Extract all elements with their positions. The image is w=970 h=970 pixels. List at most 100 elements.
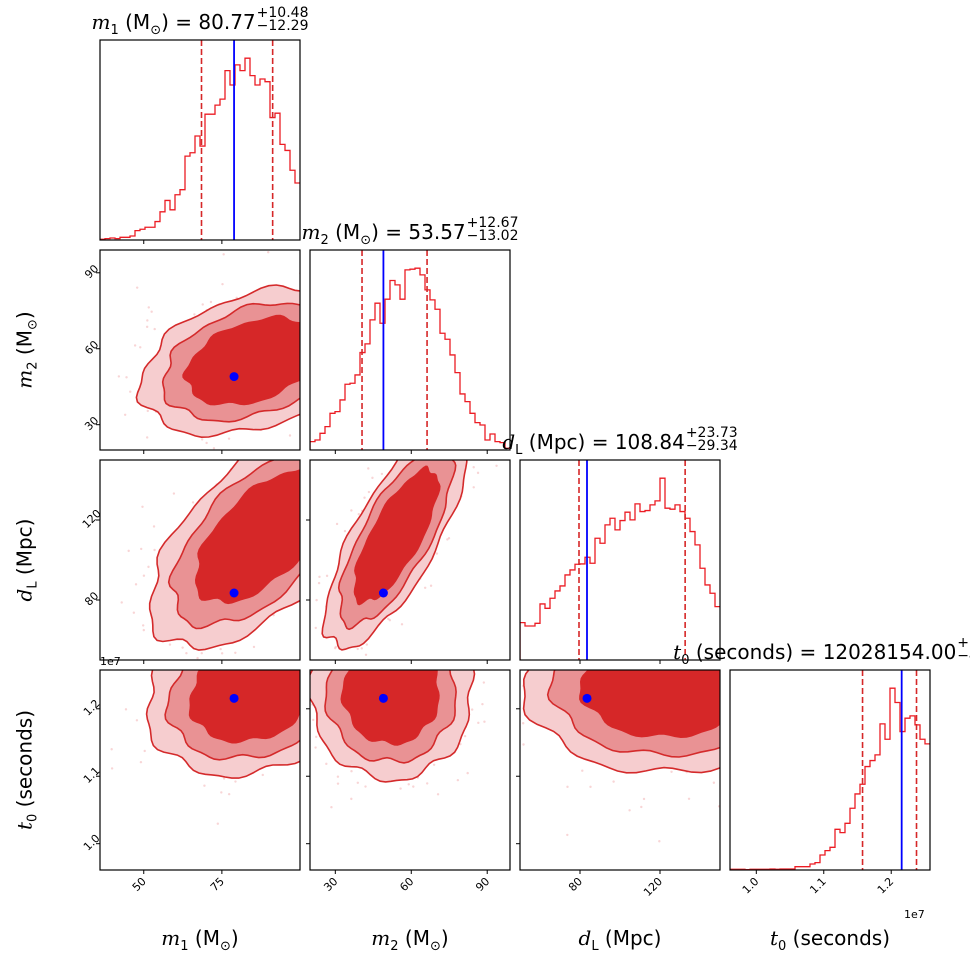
sample-point (261, 655, 263, 657)
sample-point (483, 645, 485, 647)
sample-point (355, 367, 357, 369)
x-tick-label: 90 (473, 875, 492, 894)
sample-point (537, 642, 539, 644)
sample-point (524, 665, 526, 667)
label-token: 0 (681, 652, 690, 668)
sample-point (216, 822, 220, 825)
sample-point (443, 627, 445, 629)
sample-point (658, 840, 661, 843)
sample-point (390, 441, 392, 443)
sample-point (325, 762, 328, 766)
sample-point (371, 476, 374, 480)
sample-point (463, 411, 465, 413)
sample-point (339, 427, 341, 429)
label-token: (M (118, 9, 151, 34)
sample-point (360, 647, 363, 650)
sample-point (456, 428, 458, 430)
sample-point (266, 446, 268, 448)
sample-point (258, 432, 260, 434)
x-axis-label-m2: m2 (M⊙) (371, 928, 448, 953)
sample-point (564, 605, 566, 607)
title-uncertainty: +12.67 −13.02 (467, 216, 519, 244)
sample-point (713, 527, 715, 529)
sample-point (185, 652, 188, 655)
sample-point (537, 601, 539, 603)
sample-point (422, 600, 424, 602)
sample-point (314, 735, 318, 739)
sample-point (127, 549, 130, 553)
histogram-m2-frame (309, 249, 511, 451)
title-equals: = (585, 429, 615, 454)
sample-point (472, 466, 475, 469)
sample-point (317, 581, 321, 585)
sample-point (410, 610, 412, 612)
sample-point (471, 297, 473, 299)
sample-point (365, 643, 369, 646)
sample-point (454, 410, 456, 412)
title-t0: t0 (seconds) = 12028154.00+35−45 (673, 636, 970, 668)
sample-point (153, 327, 156, 331)
sample-point (407, 783, 410, 786)
sample-point (803, 678, 805, 680)
label-token: (Mpc) (598, 926, 662, 950)
sample-point (785, 737, 787, 739)
sample-point (139, 346, 142, 349)
sample-point (349, 400, 351, 402)
sample-point (754, 622, 756, 624)
sample-point (205, 441, 208, 445)
sample-point (344, 377, 346, 379)
sample-point (314, 626, 317, 630)
contour-level-3 (188, 670, 300, 744)
y-axis-label-t0: t0 (seconds) (12, 709, 41, 830)
sample-point (628, 809, 631, 812)
sample-point (178, 642, 180, 644)
sample-point (759, 774, 761, 776)
sample-point (297, 650, 299, 652)
sample-point (337, 399, 339, 401)
truth-point (582, 693, 592, 703)
sample-point (219, 647, 222, 651)
sample-point (350, 262, 352, 264)
x-axis-label-m1: m1 (M⊙) (161, 928, 238, 953)
sample-point (222, 253, 225, 256)
histogram-m1 (100, 40, 300, 240)
histogram-t0-frame (729, 669, 931, 871)
sample-point (816, 704, 818, 706)
sample-point (325, 574, 329, 578)
sample-point (172, 660, 174, 662)
contour-panel-m1-m2 (117, 250, 473, 450)
sample-point (468, 439, 470, 441)
label-token: 1 (110, 22, 119, 38)
sample-point (209, 300, 213, 304)
y-tick-label: 60 (82, 338, 101, 357)
sample-point (134, 583, 138, 586)
y-axis-label-m2: m2 (M⊙) (13, 311, 41, 388)
sample-point (345, 372, 347, 374)
sample-point (336, 782, 340, 785)
sample-point (767, 739, 769, 741)
sample-point (640, 805, 643, 809)
label-token: (Mpc) (12, 518, 37, 582)
sample-point (551, 618, 553, 620)
sample-point (191, 501, 195, 504)
sample-point (380, 327, 382, 329)
label-token: 2 (390, 939, 399, 954)
title-uncertainty: +35−45 (957, 636, 970, 664)
label-token: 0 (25, 813, 41, 822)
sample-point (446, 538, 449, 541)
contour-panel-m1-dL-frame (99, 459, 301, 661)
y-tick-label: 80 (82, 589, 101, 608)
x-tick-label: 50 (130, 875, 149, 894)
sample-point (317, 282, 319, 284)
sample-point (315, 598, 318, 602)
sample-point (334, 645, 337, 649)
truth-point (229, 588, 239, 598)
contour-level-3 (353, 465, 441, 606)
sample-point (436, 793, 440, 796)
sample-point (302, 672, 304, 674)
contour-panel-m1-dL (120, 399, 392, 662)
label-token: (seconds) (12, 709, 37, 814)
sample-point (822, 701, 824, 703)
y-tick-label: 30 (82, 414, 101, 433)
label-token: L (515, 442, 523, 458)
